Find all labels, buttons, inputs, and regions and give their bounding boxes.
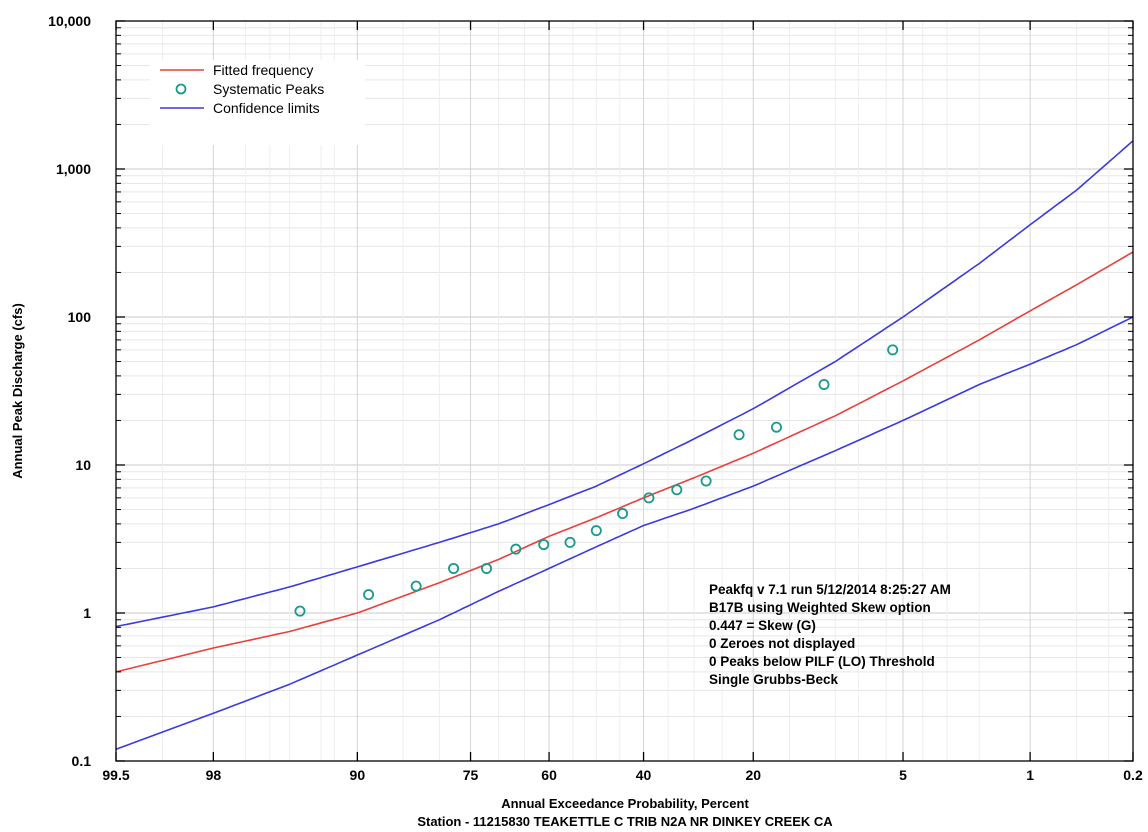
x-tick-label: 5 [899,767,907,783]
x-tick-label: 99.5 [102,767,129,783]
legend: Fitted frequency Systematic Peaks Confid… [150,60,365,145]
x-axis-title: Annual Exceedance Probability, Percent [501,796,749,811]
tick-labels: 0.1 1 10 100 1,000 10,000 99.5 98 90 75 60 40 20 5 1 0.… [48,13,1143,783]
x-tick-label: 40 [636,767,652,783]
systematic-peak-point [590,525,602,537]
x-tick-label: 1 [1026,767,1034,783]
tick-marks [115,20,1134,762]
marker-layer [294,344,899,617]
y-tick-label: 100 [68,309,92,325]
legend-label-confidence-limits: Confidence limits [213,100,320,116]
systematic-peak-point [671,484,683,496]
x-tick-label: 20 [745,767,761,783]
systematic-peak-point [700,475,712,487]
legend-label-systematic-peaks: Systematic Peaks [213,81,324,97]
y-tick-label: 1,000 [56,161,91,177]
systematic-peak-point [818,378,830,390]
series-line-confidence-limits-2 [115,316,1134,751]
x-tick-label: 98 [206,767,222,783]
run-info-annotation: Peakfq v 7.1 run 5/12/2014 8:25:27 AM B1… [709,582,951,687]
systematic-peak-point [448,562,460,574]
legend-label-fitted-frequency: Fitted frequency [213,62,313,78]
annotation-line-1: Peakfq v 7.1 run 5/12/2014 8:25:27 AM [709,582,951,597]
x-tick-label: 0.2 [1123,767,1143,783]
systematic-peak-point [538,539,550,551]
y-tick-label: 10 [75,457,91,473]
legend-swatch-systematic-peaks [175,83,187,95]
annotation-line-4: 0 Zeroes not displayed [709,636,855,651]
systematic-peak-point [363,589,375,601]
y-tick-label: 1 [83,605,91,621]
systematic-peak-point [617,508,629,520]
systematic-peak-point [481,562,493,574]
systematic-peak-point [887,344,899,356]
plot-frame [115,20,1134,762]
x-axis-subtitle: Station - 11215830 TEAKETTLE C TRIB N2A … [417,814,833,829]
annotation-line-3: 0.447 = Skew (G) [709,618,816,633]
annotation-line-5: 0 Peaks below PILF (LO) Threshold [709,654,935,669]
annotation-line-2: B17B using Weighted Skew option [709,600,931,615]
y-tick-label: 10,000 [48,13,91,29]
legend-background [150,60,365,145]
systematic-peak-point [294,605,306,617]
x-tick-label: 75 [463,767,479,783]
y-axis-title: Annual Peak Discharge (cfs) [10,303,25,479]
systematic-peak-point [410,580,422,592]
systematic-peak-point [564,536,576,548]
series-line-confidence-limits-1 [115,140,1134,628]
x-tick-label: 60 [541,767,557,783]
grid [115,21,1134,762]
systematic-peak-point [770,421,782,433]
systematic-peak-point [643,492,655,504]
systematic-peak-point [733,429,745,441]
y-tick-label: 0.1 [72,753,92,769]
systematic-peak-point [510,543,522,555]
annotation-line-6: Single Grubbs-Beck [709,672,839,687]
x-tick-label: 90 [350,767,366,783]
